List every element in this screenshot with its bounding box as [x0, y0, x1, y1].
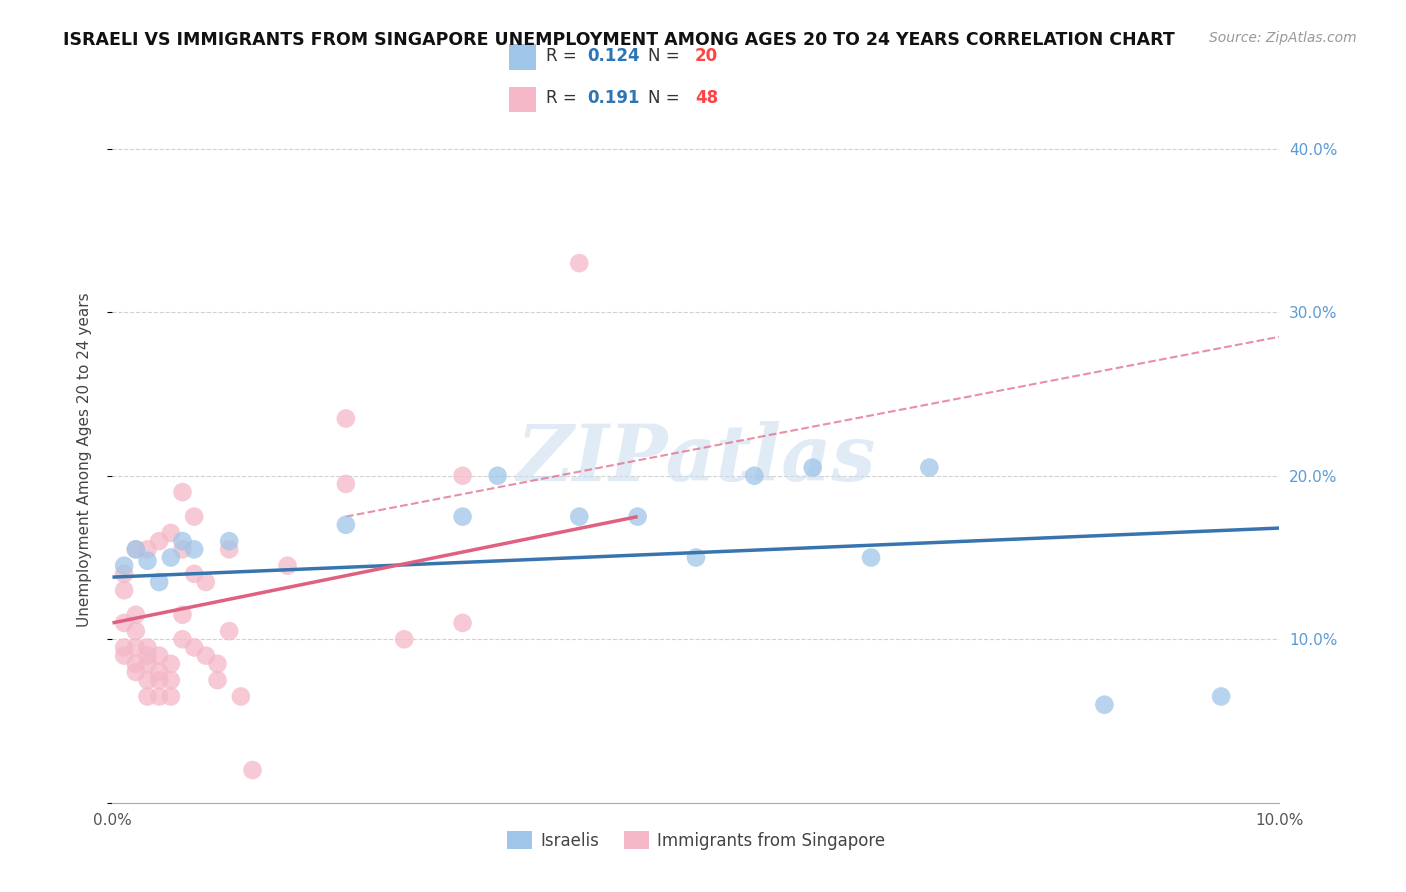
Text: Source: ZipAtlas.com: Source: ZipAtlas.com [1209, 31, 1357, 45]
Bar [509, 87, 536, 112]
Text: 0.191: 0.191 [586, 89, 640, 107]
Point [136, 554, 159, 568]
Point [125, 640, 148, 655]
Text: ISRAELI VS IMMIGRANTS FROM SINGAPORE UNEMPLOYMENT AMONG AGES 20 TO 24 YEARS CORR: ISRAELI VS IMMIGRANTS FROM SINGAPORE UNE… [63, 31, 1175, 49]
Point [568, 509, 591, 524]
Point [136, 542, 159, 557]
Text: 48: 48 [695, 89, 718, 107]
Point [172, 534, 194, 549]
Point [125, 657, 148, 671]
Text: N =: N = [648, 47, 685, 65]
Point [207, 673, 229, 688]
Point [335, 517, 357, 532]
Point [627, 509, 650, 524]
Point [742, 468, 765, 483]
Point [125, 542, 148, 557]
Point [112, 648, 135, 663]
Point [276, 558, 298, 573]
Point [160, 673, 183, 688]
Point [160, 550, 183, 565]
Text: R =: R = [547, 89, 582, 107]
Point [136, 657, 159, 671]
Bar [509, 45, 536, 70]
Point [148, 574, 170, 589]
Point [218, 534, 240, 549]
Point [148, 690, 170, 704]
Point [451, 509, 474, 524]
Point [183, 542, 205, 557]
Point [486, 468, 509, 483]
Point [148, 648, 170, 663]
Point [860, 550, 883, 565]
Point [136, 648, 159, 663]
Point [218, 542, 240, 557]
Point [160, 690, 183, 704]
Point [172, 607, 194, 622]
Point [172, 542, 194, 557]
Point [172, 632, 194, 647]
Text: ZIPatlas: ZIPatlas [516, 421, 876, 498]
Point [1209, 690, 1232, 704]
Point [918, 460, 941, 475]
Point [125, 542, 148, 557]
Point [148, 665, 170, 679]
Point [112, 583, 135, 598]
Text: 0.124: 0.124 [586, 47, 640, 65]
Point [148, 534, 170, 549]
Point [125, 607, 148, 622]
Point [112, 615, 135, 630]
Point [568, 256, 591, 270]
Point [136, 673, 159, 688]
Point [229, 690, 252, 704]
Point [183, 566, 205, 581]
Text: 20: 20 [695, 47, 718, 65]
Point [112, 640, 135, 655]
Point [451, 615, 474, 630]
Point [218, 624, 240, 639]
Point [1094, 698, 1116, 712]
Point [194, 648, 217, 663]
Point [136, 640, 159, 655]
Point [242, 763, 264, 777]
Text: N =: N = [648, 89, 685, 107]
Point [172, 485, 194, 500]
Point [194, 574, 217, 589]
Point [335, 411, 357, 425]
Point [451, 468, 474, 483]
Point [112, 558, 135, 573]
Point [148, 673, 170, 688]
Point [160, 657, 183, 671]
Point [160, 525, 183, 540]
Point [112, 566, 135, 581]
Text: R =: R = [547, 47, 582, 65]
Point [685, 550, 707, 565]
Point [394, 632, 416, 647]
Y-axis label: Unemployment Among Ages 20 to 24 years: Unemployment Among Ages 20 to 24 years [77, 292, 91, 627]
Point [125, 624, 148, 639]
Point [207, 657, 229, 671]
Point [183, 640, 205, 655]
Point [125, 665, 148, 679]
Point [183, 509, 205, 524]
Legend: Israelis, Immigrants from Singapore: Israelis, Immigrants from Singapore [501, 825, 891, 856]
Point [801, 460, 824, 475]
Point [136, 690, 159, 704]
Point [335, 476, 357, 491]
